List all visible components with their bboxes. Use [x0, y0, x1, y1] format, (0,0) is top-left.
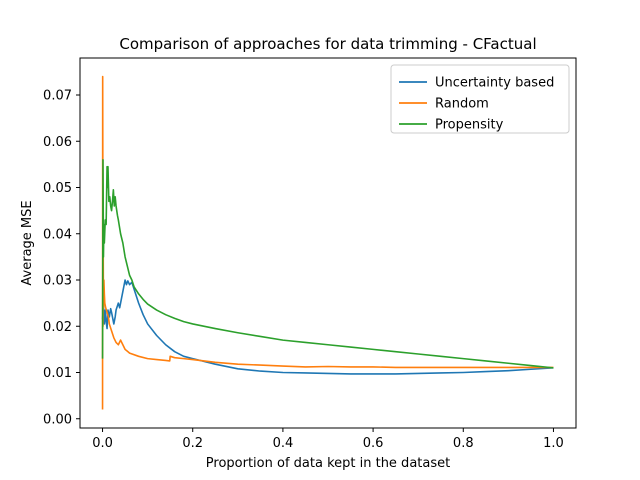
- series-line-1: [101, 279, 554, 375]
- y-axis-label: Average MSE: [20, 200, 35, 285]
- x-axis-label: Proportion of data kept in the dataset: [206, 456, 450, 471]
- chart-title: Comparison of approaches for data trimmi…: [119, 35, 536, 53]
- legend-label: Random: [435, 97, 489, 112]
- x-tick-label: 0.2: [182, 436, 203, 451]
- x-tick-label: 0.8: [453, 436, 474, 451]
- x-tick-label: 0.6: [363, 436, 384, 451]
- legend-label: Propensity: [435, 118, 504, 133]
- x-tick-label: 0.0: [92, 436, 113, 451]
- series-line-3: [101, 158, 554, 369]
- y-tick-label: 0.02: [43, 320, 72, 335]
- plot-border: [79, 57, 577, 429]
- x-axis: 0.0 0.2 0.4 0.6 0.8 1.0: [92, 428, 564, 451]
- series-line-2: [101, 75, 554, 410]
- y-tick-label: 0.01: [43, 366, 72, 381]
- y-tick-label: 0.05: [43, 181, 72, 196]
- y-tick-label: 0.03: [43, 274, 72, 289]
- y-tick-label: 0.06: [43, 135, 72, 150]
- x-tick-label: 1.0: [543, 436, 564, 451]
- y-axis: 0.00 0.01 0.02 0.03 0.04 0.05 0.06 0.07: [43, 89, 80, 427]
- legend-box: [390, 64, 570, 134]
- legend-label: Uncertainty based: [435, 76, 554, 91]
- legend: Uncertainty based Random Propensity: [390, 64, 570, 134]
- x-tick-label: 0.4: [273, 436, 294, 451]
- y-tick-label: 0.04: [43, 227, 72, 242]
- y-tick-label: 0.00: [43, 412, 72, 427]
- series-group: [101, 75, 554, 410]
- y-tick-label: 0.07: [43, 89, 72, 104]
